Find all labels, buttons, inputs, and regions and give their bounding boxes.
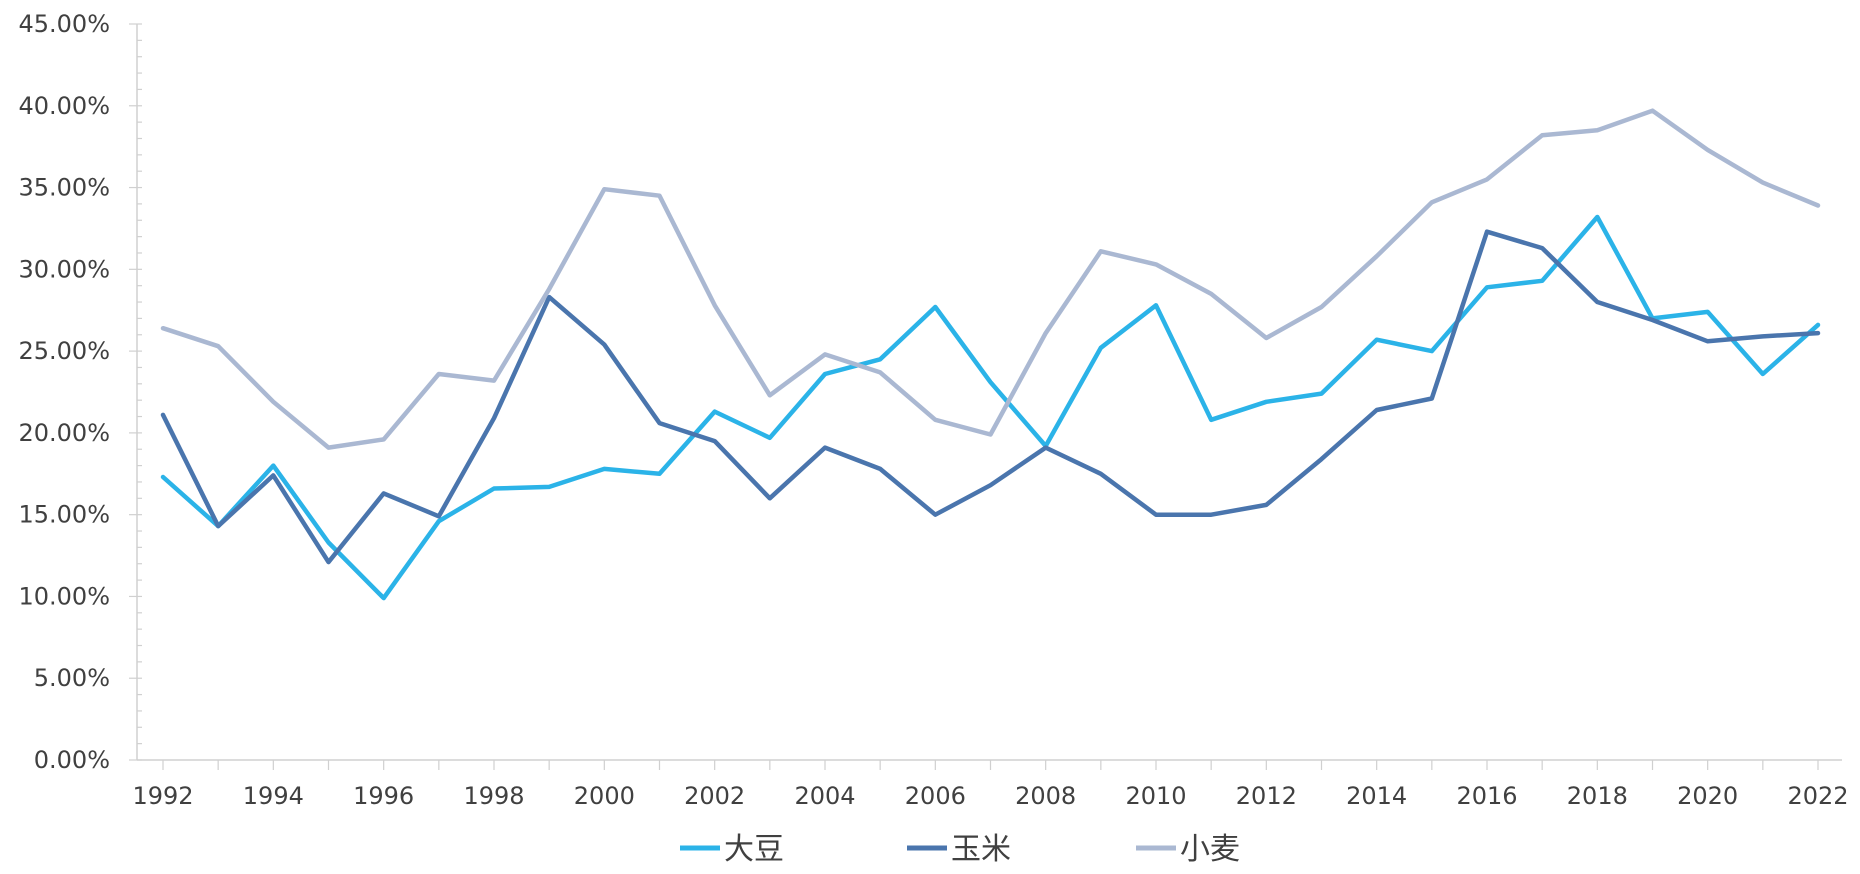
x-axis-ticks	[162, 760, 1819, 770]
y-tick-label: 35.00%	[18, 174, 110, 202]
x-tick-label: 2018	[1567, 782, 1628, 810]
y-tick-label: 10.00%	[18, 582, 110, 610]
legend-label-1: 玉米	[951, 832, 1011, 867]
x-tick-label: 1992	[132, 782, 193, 810]
x-tick-label: 1998	[463, 782, 524, 810]
y-tick-label: 0.00%	[34, 746, 110, 774]
y-tick-label: 20.00%	[18, 419, 110, 447]
x-tick-label: 2012	[1236, 782, 1297, 810]
series-lines	[160, 108, 1821, 601]
y-tick-label: 15.00%	[18, 501, 110, 529]
series-line-0	[160, 214, 1821, 601]
legend-label-0: 大豆	[724, 832, 784, 867]
legend-label-2: 小麦	[1180, 832, 1240, 867]
y-axis-tick-labels: 0.00% 5.00% 10.00% 15.00% 20.00% 25.00% 30.00%…	[18, 10, 110, 774]
y-tick-label: 40.00%	[18, 92, 110, 120]
x-tick-label: 1994	[243, 782, 304, 810]
y-axis-minor-ticks	[129, 23, 142, 761]
x-tick-label: 2022	[1787, 782, 1848, 810]
series-line-1	[160, 229, 1821, 565]
x-tick-label: 2020	[1677, 782, 1738, 810]
x-axis-tick-labels: 1992 1994 1996 1998 2000 2002 2004 2006 2008 2010…	[132, 782, 1848, 810]
x-tick-label: 2002	[684, 782, 745, 810]
x-tick-label: 2014	[1346, 782, 1407, 810]
x-tick-label: 1996	[353, 782, 414, 810]
y-tick-label: 45.00%	[18, 10, 110, 38]
y-tick-label: 30.00%	[18, 255, 110, 283]
y-tick-label: 5.00%	[34, 664, 110, 692]
x-tick-label: 2010	[1125, 782, 1186, 810]
x-tick-label: 2006	[905, 782, 966, 810]
x-tick-label: 2016	[1456, 782, 1517, 810]
series-line-2	[160, 108, 1821, 450]
x-tick-label: 2000	[574, 782, 635, 810]
y-tick-label: 25.00%	[18, 337, 110, 365]
x-tick-label: 2004	[794, 782, 855, 810]
x-tick-label: 2008	[1015, 782, 1076, 810]
chart-legend: 大豆 玉米 小麦	[680, 832, 1240, 867]
